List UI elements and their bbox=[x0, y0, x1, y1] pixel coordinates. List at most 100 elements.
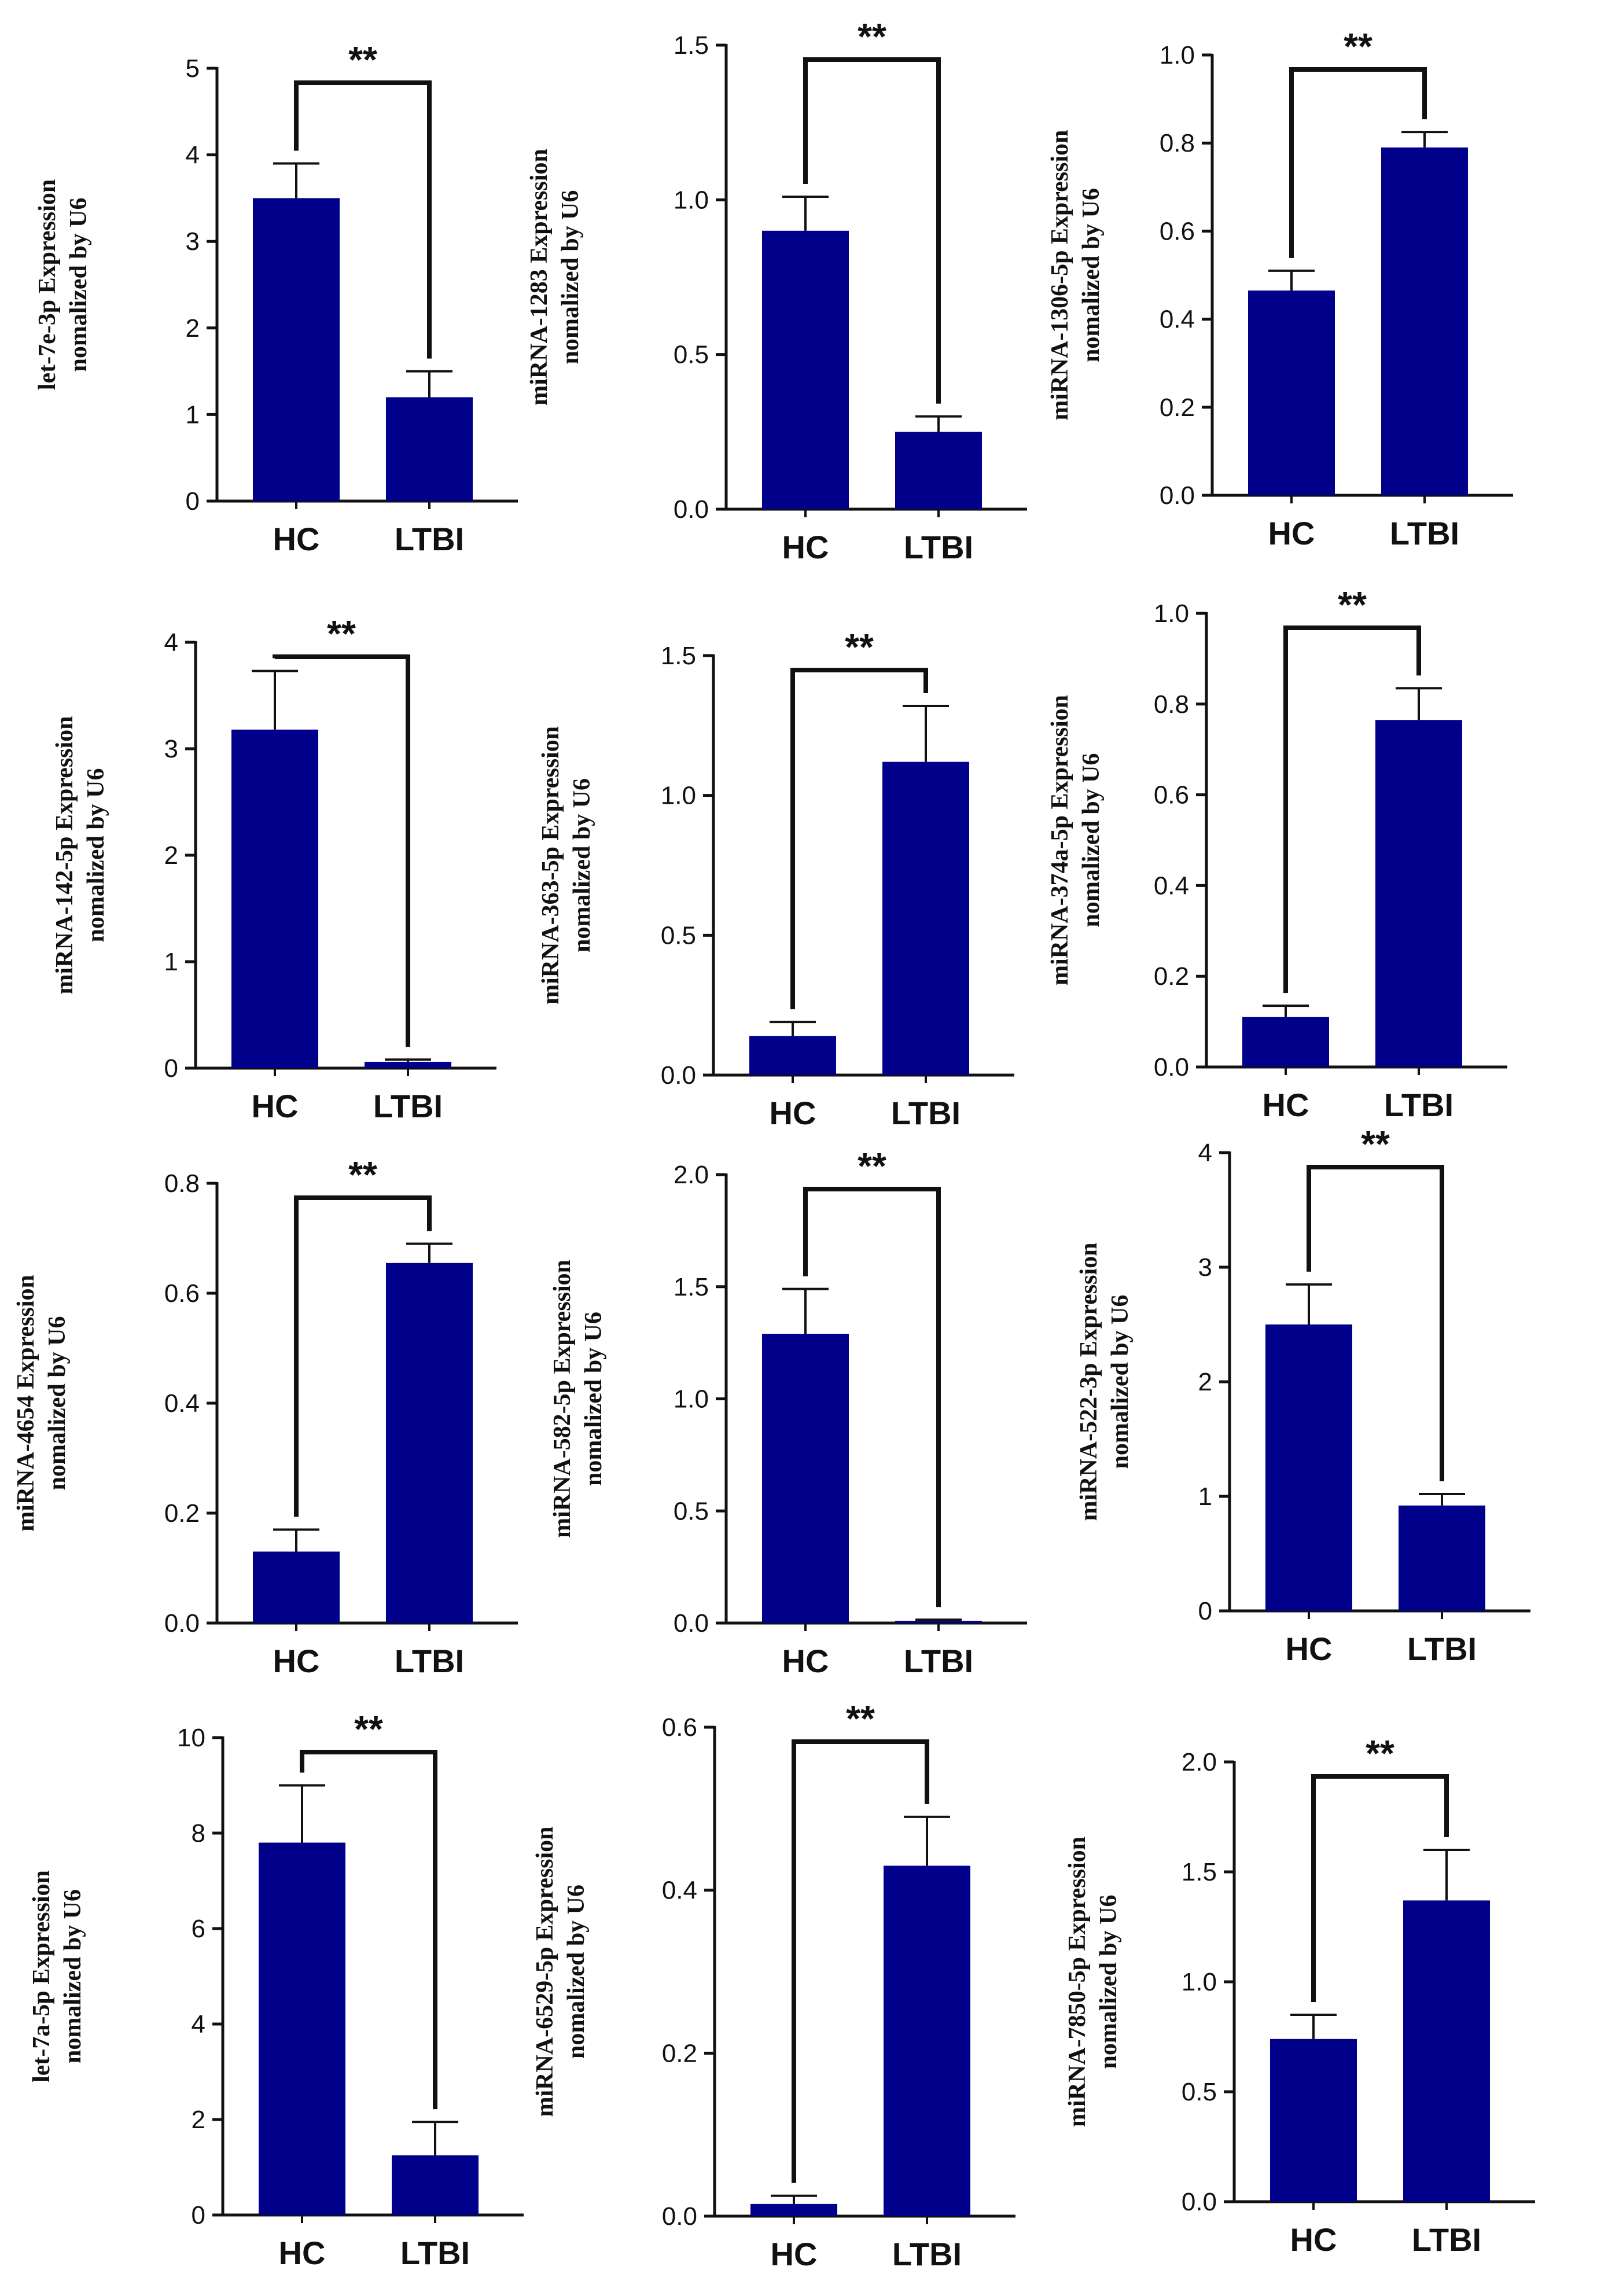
y-axis-label-line: miRNA-582-5p Expression bbox=[549, 1260, 576, 1538]
y-tick-label: 8 bbox=[192, 1819, 205, 1848]
y-axis-label: miRNA-374a-5p Expression nomalized by U6 bbox=[1047, 695, 1105, 985]
y-tick-label: 0.0 bbox=[1160, 481, 1195, 510]
y-tick-label: 0 bbox=[164, 1054, 178, 1083]
significance-label: ** bbox=[858, 1145, 886, 1187]
y-tick-label: 1 bbox=[164, 948, 178, 976]
y-tick-label: 0 bbox=[1198, 1597, 1212, 1625]
bar-hc bbox=[1270, 2039, 1357, 2202]
y-tick-label: 6 bbox=[192, 1915, 205, 1943]
y-axis-label-line: nomalized by U6 bbox=[1078, 753, 1105, 927]
x-category-label: HC bbox=[252, 1088, 299, 1124]
significance-bracket bbox=[1311, 1774, 1449, 2002]
y-tick-label: 0 bbox=[192, 2201, 205, 2229]
y-tick-label: 0.4 bbox=[164, 1389, 200, 1418]
y-axis-label-line: miRNA-142-5p Expression bbox=[51, 716, 78, 994]
y-tick-label: 0.4 bbox=[1154, 871, 1189, 900]
x-category-label: HC bbox=[279, 2235, 326, 2271]
x-category-label: LTBI bbox=[1407, 1631, 1477, 1667]
bar-hc bbox=[749, 1036, 836, 1075]
y-tick-label: 0.4 bbox=[1160, 306, 1195, 334]
chart-panel-8: 0.0 0.5 1.0 1.5 2.0 HC LTBI ** miRNA-582-5p Expr… bbox=[549, 1145, 1027, 1679]
y-tick-label: 3 bbox=[186, 227, 200, 256]
chart-panel-1: 0 1 2 3 4 5 HC LTBI ** let-7e-3p Expression nomali… bbox=[34, 39, 518, 557]
x-category-label: HC bbox=[770, 1095, 816, 1131]
x-category-label: LTBI bbox=[904, 1643, 973, 1679]
y-tick-label: 0.8 bbox=[1160, 129, 1195, 157]
x-category-label: LTBI bbox=[400, 2235, 470, 2271]
significance-bracket bbox=[294, 80, 432, 359]
x-category-label: LTBI bbox=[395, 1643, 464, 1679]
x-category-label: LTBI bbox=[395, 521, 464, 557]
significance-label: ** bbox=[1361, 1123, 1390, 1165]
y-tick-label: 0.0 bbox=[661, 1061, 696, 1090]
y-axis-label-line: miRNA-522-3p Expression bbox=[1076, 1242, 1102, 1521]
significance-label: ** bbox=[846, 1698, 875, 1739]
significance-bracket bbox=[300, 1750, 437, 2110]
y-tick-label: 0.0 bbox=[1154, 1053, 1189, 1081]
x-category-label: HC bbox=[771, 2236, 818, 2272]
y-axis-label-line: nomalized by U6 bbox=[65, 197, 92, 371]
x-category-label: LTBI bbox=[1384, 1087, 1454, 1123]
x-category-label: LTBI bbox=[891, 1095, 961, 1131]
significance-label: ** bbox=[845, 626, 874, 668]
y-tick-label: 1.0 bbox=[1154, 599, 1189, 628]
x-category-label: LTBI bbox=[1390, 515, 1459, 551]
y-axis-label-line: let-7a-5p Expression bbox=[28, 1870, 55, 2082]
y-axis-label-line: nomalized by U6 bbox=[1107, 1294, 1134, 1469]
y-tick-label: 1.0 bbox=[674, 1385, 709, 1414]
bar-hc bbox=[1248, 290, 1335, 495]
y-tick-label: 0.8 bbox=[164, 1169, 200, 1198]
significance-bracket bbox=[294, 1195, 432, 1517]
y-tick-label: 2 bbox=[192, 2106, 205, 2134]
bar-ltbi bbox=[895, 1621, 982, 1623]
y-tick-label: 0.5 bbox=[1182, 2078, 1217, 2106]
x-category-label: HC bbox=[1263, 1087, 1309, 1123]
significance-bracket bbox=[1283, 625, 1421, 994]
bar-ltbi bbox=[1399, 1505, 1485, 1611]
bar-hc bbox=[762, 1334, 849, 1623]
bar-hc bbox=[259, 1842, 345, 2215]
chart-panel-5: 0.0 0.5 1.0 1.5 HC LTBI ** miRNA-363-5p Express… bbox=[538, 626, 1014, 1131]
y-tick-label: 0.6 bbox=[1160, 217, 1195, 245]
bar-ltbi bbox=[386, 397, 473, 501]
chart-panel-7: 0.0 0.2 0.4 0.6 0.8 HC LTBI ** miRNA-4654 Expres… bbox=[13, 1154, 518, 1679]
bar-ltbi bbox=[1381, 147, 1468, 495]
y-axis-label-line: let-7e-3p Expression bbox=[34, 179, 61, 390]
y-axis-label: miRNA-7850-5p Expression nomalized by U6 bbox=[1064, 1837, 1122, 2127]
y-axis-label-line: miRNA-374a-5p Expression bbox=[1047, 695, 1073, 985]
y-axis-label-line: nomalized by U6 bbox=[1095, 1894, 1122, 2069]
y-tick-label: 1.0 bbox=[674, 186, 709, 214]
y-axis-label: miRNA-522-3p Expression nomalized by U6 bbox=[1076, 1242, 1134, 1521]
chart-panel-2: 0.0 0.5 1.0 1.5 HC LTBI ** miRNA-1283 Expressio… bbox=[526, 16, 1027, 565]
bar-ltbi bbox=[365, 1061, 451, 1068]
y-axis-label-line: miRNA-1306-5p Expression bbox=[1047, 130, 1073, 420]
y-axis-label-line: miRNA-1283 Expression bbox=[526, 149, 553, 406]
y-axis-label: miRNA-4654 Expression nomalized by U6 bbox=[13, 1275, 71, 1532]
x-category-label: HC bbox=[1286, 1631, 1333, 1667]
y-tick-label: 0 bbox=[186, 487, 200, 516]
y-axis-label-line: nomalized by U6 bbox=[580, 1312, 607, 1486]
significance-bracket bbox=[803, 1187, 941, 1607]
y-axis-label-line: miRNA-7850-5p Expression bbox=[1064, 1837, 1091, 2127]
x-category-label: HC bbox=[1290, 2221, 1337, 2258]
significance-bracket bbox=[1307, 1165, 1444, 1482]
chart-panel-6: 0.0 0.2 0.4 0.6 0.8 1.0 HC LTBI ** miRNA-374a-5p … bbox=[1047, 584, 1507, 1123]
significance-label: ** bbox=[1366, 1732, 1394, 1774]
significance-label: ** bbox=[348, 1154, 377, 1195]
chart-panel-4: 0 1 2 3 4 HC LTBI ** miRNA-142-5p Expression noma… bbox=[51, 613, 496, 1124]
y-tick-label: 2 bbox=[186, 314, 200, 343]
y-tick-label: 0.6 bbox=[164, 1279, 200, 1308]
y-tick-label: 4 bbox=[1198, 1139, 1212, 1167]
x-category-label: HC bbox=[1268, 515, 1315, 551]
y-axis-label: miRNA-582-5p Expression nomalized by U6 bbox=[549, 1260, 607, 1538]
significance-label: ** bbox=[858, 16, 886, 57]
y-tick-label: 1 bbox=[1198, 1482, 1212, 1511]
bar-ltbi bbox=[392, 2155, 479, 2215]
chart-panel-3: 0.0 0.2 0.4 0.6 0.8 1.0 HC LTBI ** miRNA-1306-5p … bbox=[1047, 25, 1513, 551]
y-tick-label: 0.6 bbox=[662, 1713, 697, 1742]
y-axis-label-line: nomalized by U6 bbox=[44, 1316, 71, 1490]
y-tick-label: 1.5 bbox=[661, 642, 696, 670]
y-axis-label-line: miRNA-4654 Expression bbox=[13, 1275, 39, 1532]
y-axis-label: let-7a-5p Expression nomalized by U6 bbox=[28, 1870, 86, 2082]
bar-ltbi bbox=[386, 1263, 473, 1623]
